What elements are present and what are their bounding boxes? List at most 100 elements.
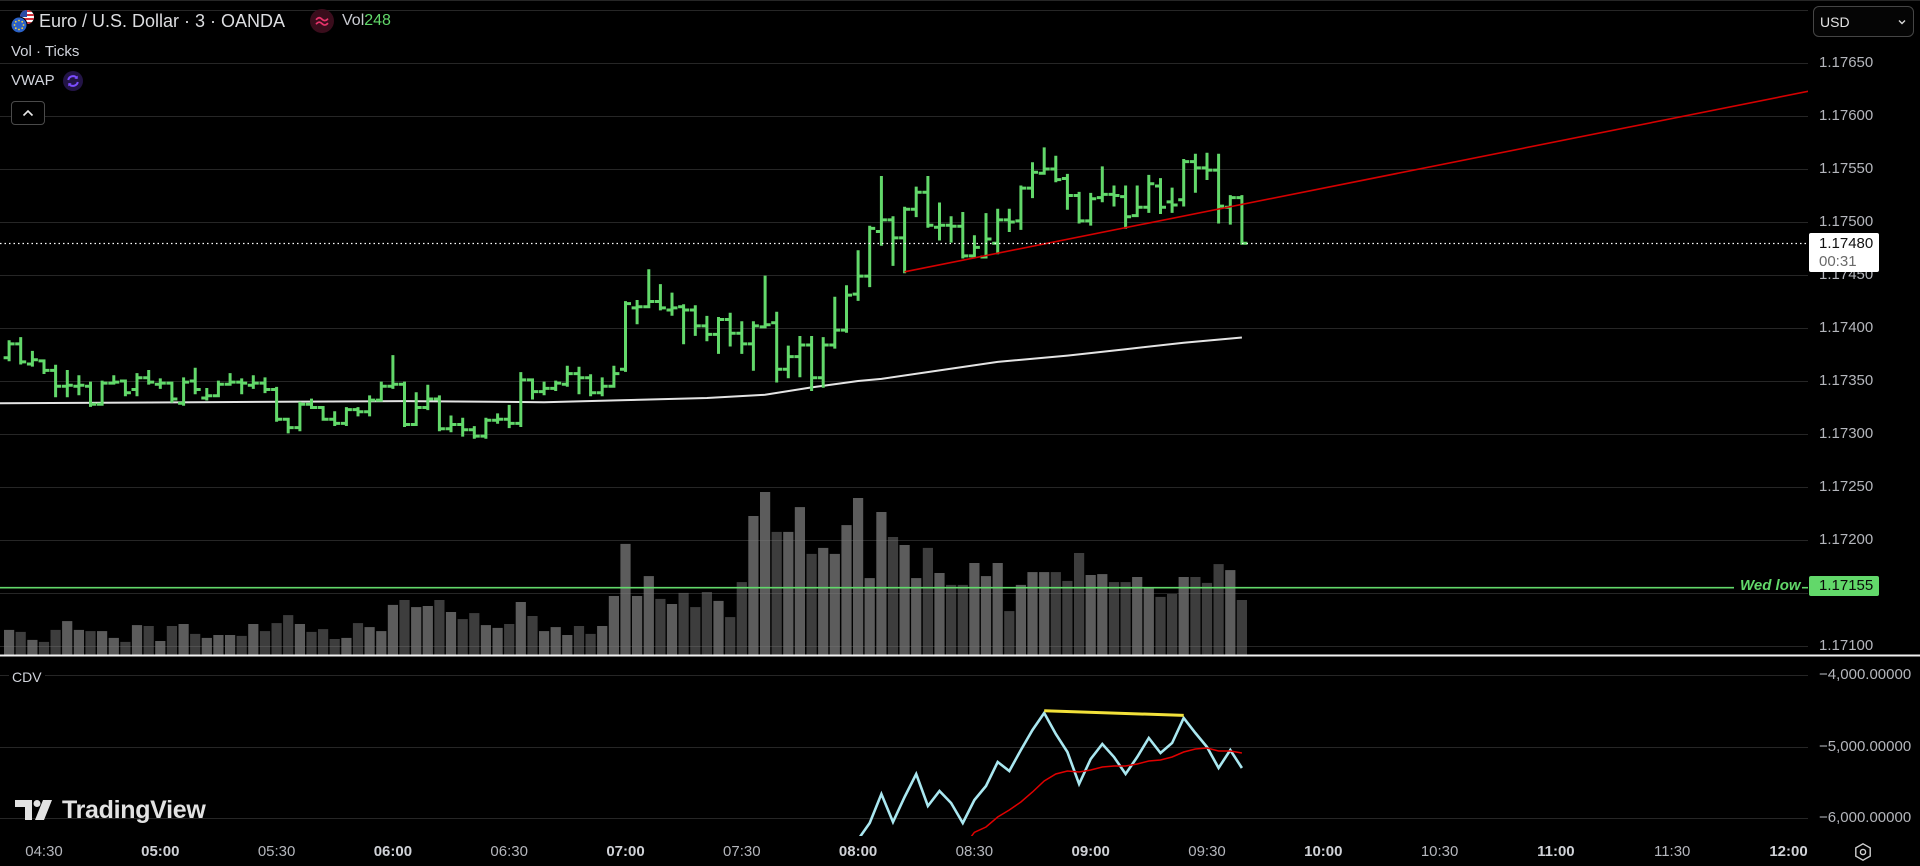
ohlc-bar (468, 426, 480, 439)
ohlc-bar (736, 321, 748, 354)
ohlc-bar (794, 336, 806, 378)
ohlc-bar (573, 366, 585, 395)
volume-bar (632, 596, 643, 655)
drawings-layer (0, 90, 1812, 589)
volume-bar (318, 629, 329, 655)
volume-bar (504, 624, 515, 655)
wed-low-line-label[interactable]: Wed low (1740, 577, 1801, 594)
time-axis[interactable]: 04:30 05:00 05:30 06:00 06:30 07:00 07:30 08:00… (0, 836, 1808, 866)
vwap-indicator-legend[interactable]: VWAP (11, 72, 55, 89)
volume-bar (38, 641, 50, 655)
ohlc-bar (1003, 208, 1015, 232)
ohlc-bar (945, 216, 957, 243)
volume-bar (725, 617, 736, 655)
volume-bar (457, 619, 468, 655)
ohlc-bar (1038, 147, 1050, 175)
ohlc-bar (957, 212, 969, 259)
currency-select[interactable]: USD (1813, 6, 1914, 37)
volume-bar (411, 607, 422, 655)
tradingview-logo-icon (15, 798, 55, 822)
wave-approx-icon[interactable] (310, 9, 334, 33)
ohlc-bar (399, 381, 410, 427)
ohlc-bar (189, 367, 201, 395)
bar-countdown: 00:31 (1819, 253, 1857, 270)
volume-bar (771, 531, 782, 655)
volume-bar (818, 547, 829, 655)
cdv-axis[interactable]: −4,000.00000 −5,000.00000 −6,000.00000 (1808, 657, 1920, 836)
volume-bar (15, 631, 26, 655)
ohlc-bar (85, 381, 96, 407)
volume-bar (62, 621, 73, 655)
volume-bar (434, 600, 445, 655)
ohlc-bar (433, 395, 445, 432)
ohlc-bar (457, 417, 469, 437)
volume-bar (748, 516, 759, 655)
gear-icon[interactable] (1853, 842, 1873, 862)
divergence-line[interactable] (1044, 709, 1184, 717)
volume-bar (701, 592, 712, 655)
cdv-ma-line (970, 747, 1243, 836)
volume-bar (1050, 572, 1061, 655)
volume-bar (1213, 564, 1224, 655)
ohlc-bar (1166, 187, 1178, 213)
ohlc-bar (875, 176, 887, 246)
volume-bar (4, 629, 15, 655)
volume-bar (329, 639, 340, 655)
ohlc-bar (282, 417, 294, 434)
price-tick-label: 1.17550 (1819, 160, 1874, 177)
refresh-icon[interactable] (63, 71, 83, 91)
time-tick-label: 05:30 (257, 843, 296, 860)
volume-bar (376, 631, 387, 655)
volume-bar (85, 631, 96, 655)
price-axis[interactable]: 1.17650 1.17600 1.17550 1.17500 1.17450 1.174… (1808, 0, 1920, 655)
volume-bar (120, 641, 131, 655)
ohlc-bar (108, 375, 120, 385)
volume-bar (760, 492, 771, 655)
ohlc-bar (608, 365, 620, 388)
ohlc-bar (899, 206, 911, 274)
volume-indicator-legend[interactable]: Vol · Ticks (11, 43, 80, 60)
volume-bar (422, 606, 433, 655)
volume-bar (690, 607, 701, 655)
volume-bar (597, 626, 608, 655)
ohlc-bar (166, 381, 178, 403)
time-tick-label: 12:00 (1769, 843, 1808, 860)
ohlc-bar (61, 370, 73, 398)
ohlc-bar (713, 317, 724, 354)
ohlc-bar (1050, 155, 1062, 183)
volume-bar (225, 635, 236, 655)
volume-bar (550, 627, 561, 655)
ohlc-bar (771, 311, 783, 383)
ohlc-bar (1143, 174, 1155, 213)
volume-bar (27, 639, 38, 655)
volume-bar (213, 635, 224, 655)
volume-bar (853, 498, 864, 655)
vwap-layer (0, 336, 1242, 405)
volume-bar (1132, 577, 1143, 655)
ohlc-bar (410, 392, 422, 426)
time-tick-label: 08:00 (838, 843, 878, 860)
collapse-legend-button[interactable] (11, 101, 45, 125)
volume-bar (352, 623, 364, 655)
volume-bar (294, 624, 305, 655)
ohlc-bar (910, 186, 922, 218)
time-tick-label: 06:30 (490, 843, 528, 860)
volume-bar (969, 563, 980, 655)
volume-bar (992, 563, 1003, 655)
ohlc-bar (492, 413, 504, 424)
symbol-title[interactable]: Euro / U.S. Dollar · 3 · OANDA (39, 11, 286, 31)
volume-bar (143, 626, 154, 655)
volume-bar (562, 635, 573, 655)
ohlc-bar (515, 372, 527, 427)
ohlc-bar (1073, 191, 1085, 224)
volume-bar (306, 631, 317, 655)
volume-bar (1236, 600, 1247, 655)
trendline[interactable] (904, 90, 1812, 273)
volume-bar (480, 625, 491, 655)
cdv-indicator-legend[interactable]: CDV (9, 668, 45, 686)
ohlc-bar (666, 292, 678, 316)
time-tick-label: 07:30 (723, 843, 761, 860)
volume-legend[interactable]: Vol248 (342, 10, 391, 32)
volume-bar (527, 616, 538, 655)
